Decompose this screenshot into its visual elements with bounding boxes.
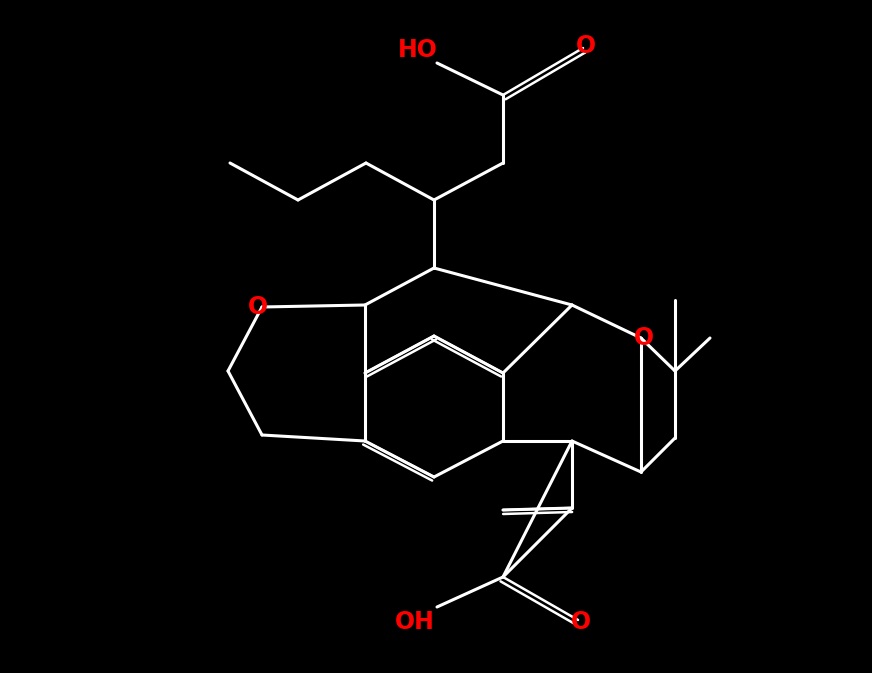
Text: O: O <box>634 326 654 350</box>
Text: O: O <box>248 295 268 319</box>
Text: O: O <box>571 610 591 634</box>
Text: HO: HO <box>398 38 438 62</box>
Text: O: O <box>576 34 596 58</box>
Text: OH: OH <box>395 610 435 634</box>
